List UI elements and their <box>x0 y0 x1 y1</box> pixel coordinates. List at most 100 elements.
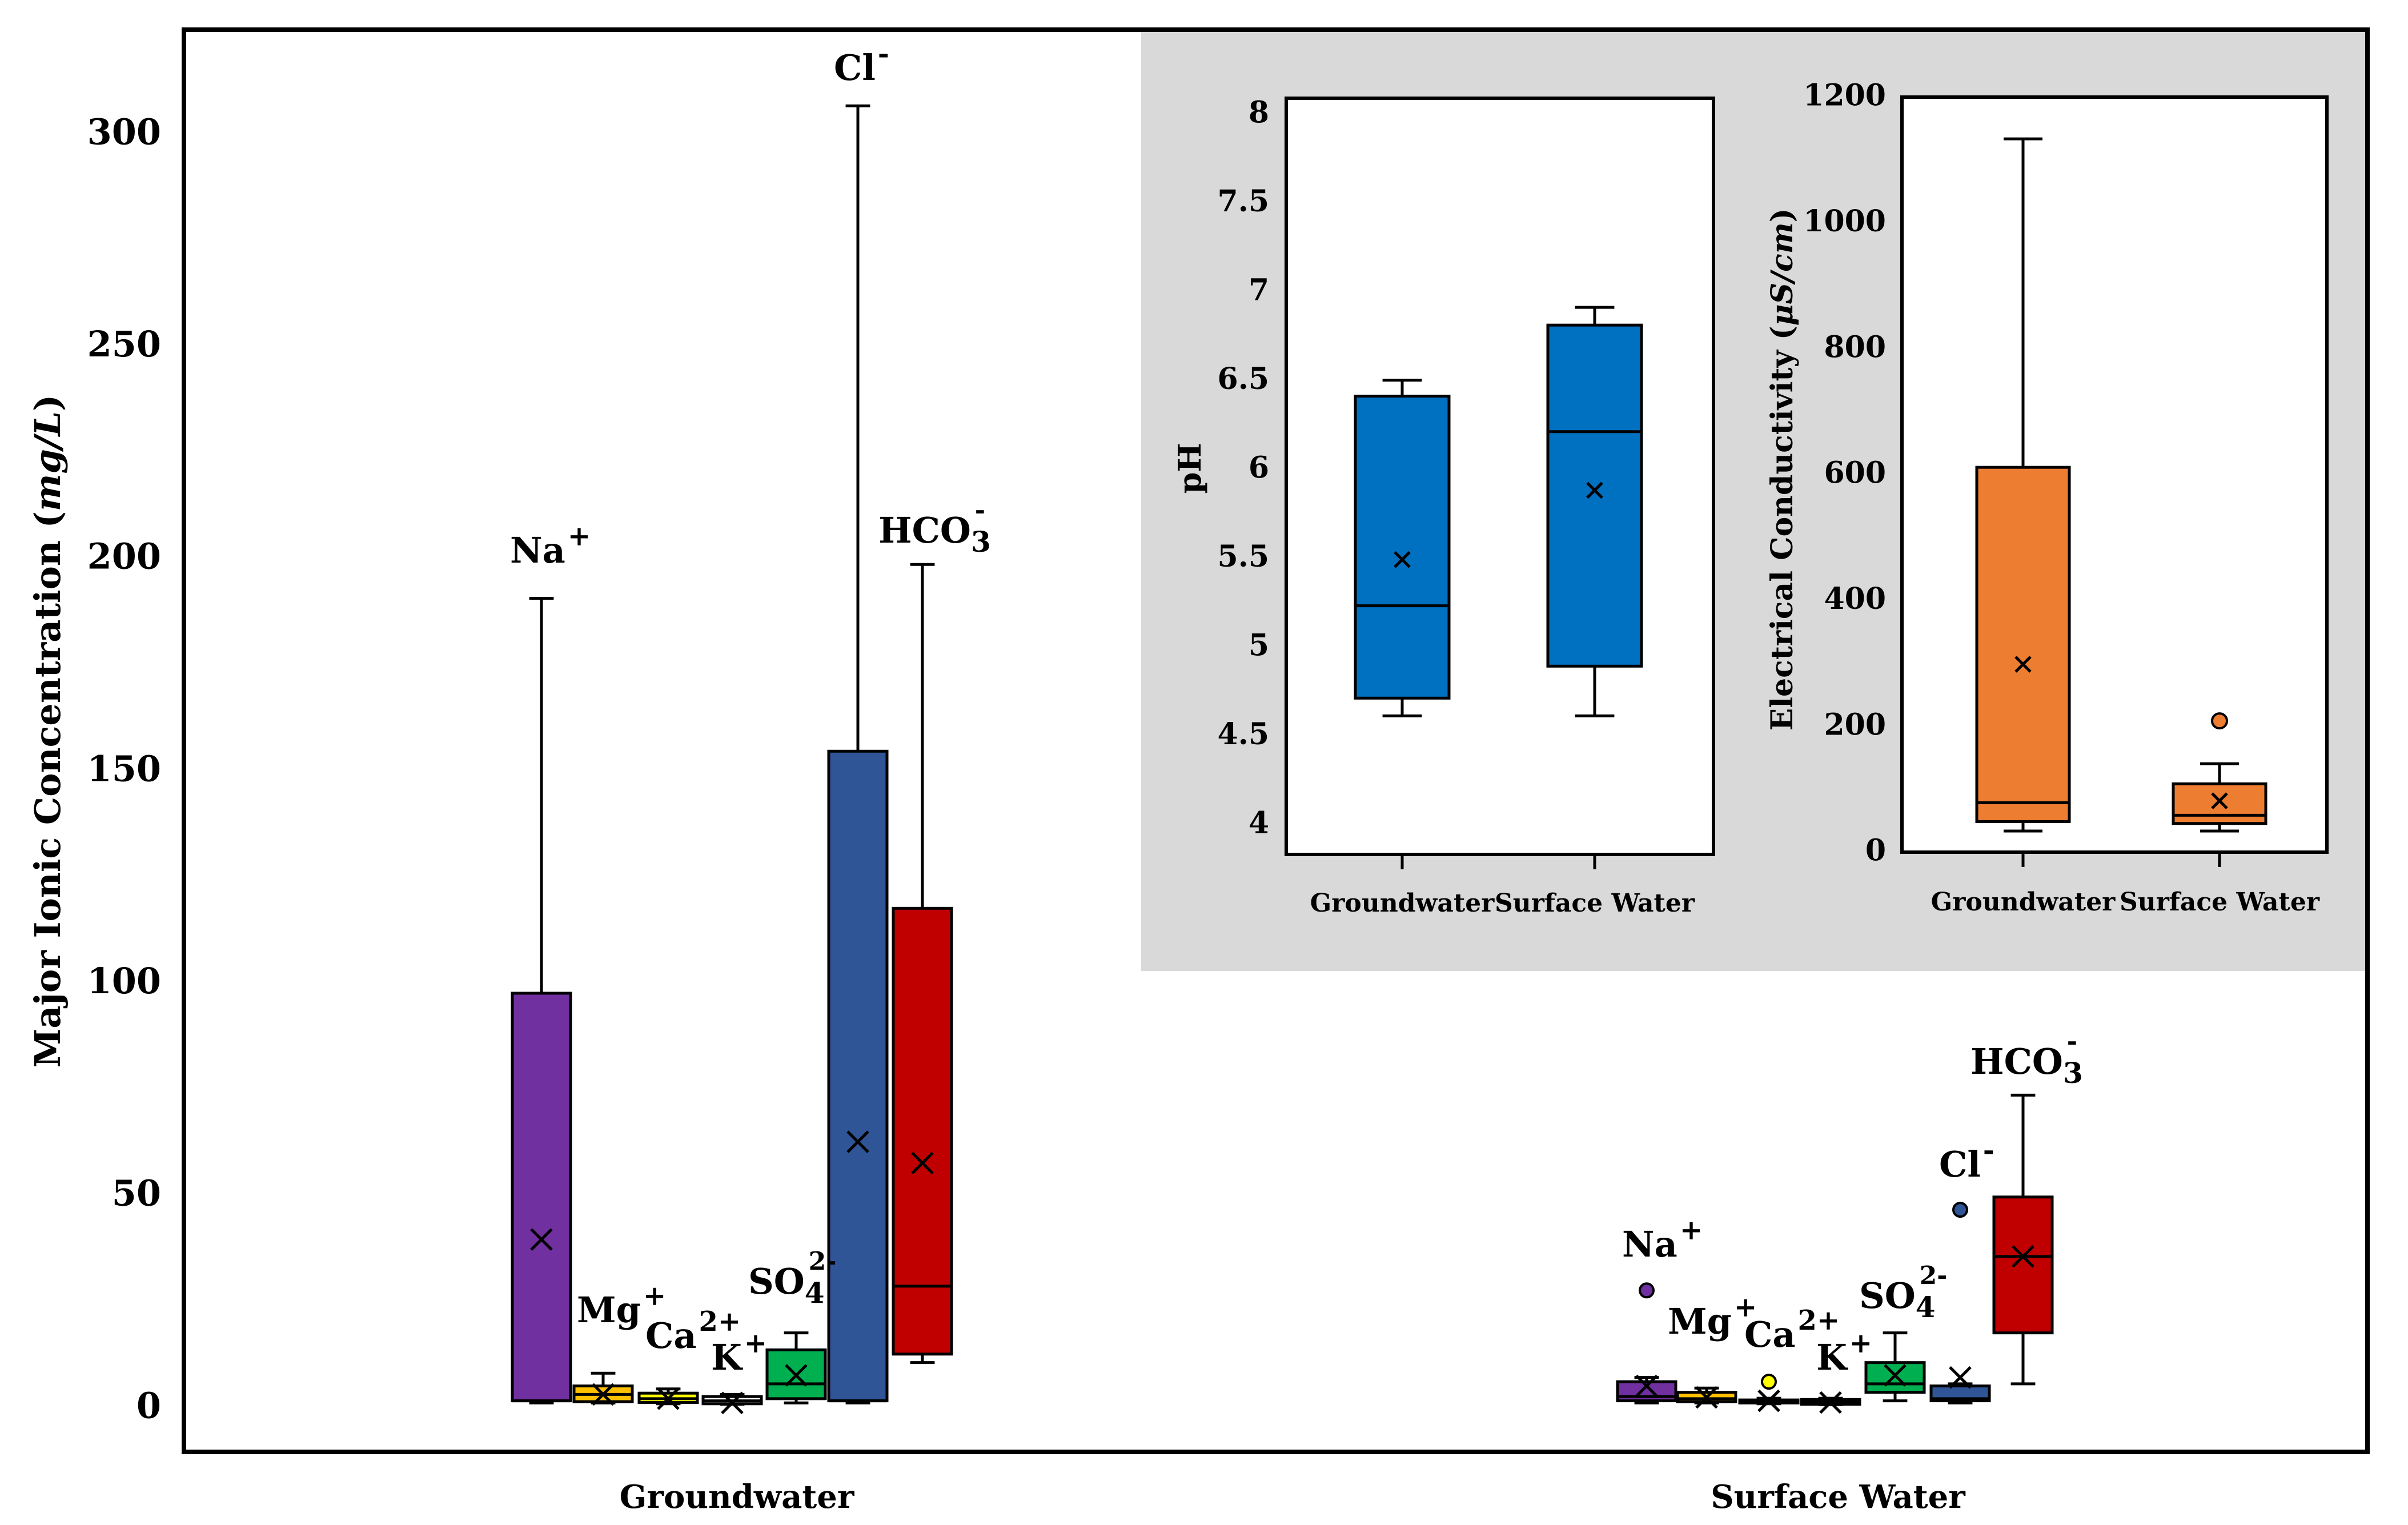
ec-y-axis-label: Electrical Conductivity (μS/cm) <box>1765 208 1800 731</box>
ion-label-base: Na <box>510 529 565 571</box>
ion-label-cl: Cl- <box>1939 1134 1994 1185</box>
ph-y-axis-label: pH <box>1171 443 1208 494</box>
ph-x-tick-label: Surface Water <box>1495 889 1695 918</box>
box-ca-1-mean-marker <box>1757 1389 1780 1412</box>
ion-label-cl: Cl- <box>834 38 889 89</box>
box-hco-0-mean-marker <box>911 1151 934 1175</box>
ion-label-charge: 2- <box>809 1247 837 1276</box>
ion-label-charge: + <box>1680 1214 1703 1246</box>
ion-label-subscript: 3 <box>971 525 991 559</box>
ion-label-ca: Ca2+ <box>1744 1305 1840 1355</box>
ph-y-tick-label: 6.5 <box>1218 362 1269 396</box>
ph-y-tick-label: 4 <box>1249 806 1269 841</box>
box-cl-1-mean-marker <box>1949 1366 1972 1389</box>
ion-labels: Na+Na+Mg+Mg+Ca2+ Ca2+K+ K+SO42-SO42-Cl-Cl-… <box>510 38 2083 1378</box>
group-label-groundwater: Groundwater <box>620 1478 855 1516</box>
main-y-axis-label: Major Ionic Concentration (mg/L) <box>27 395 69 1068</box>
ph-y-tick-label: 8 <box>1249 95 1269 130</box>
box-hco-0-box <box>892 906 953 1356</box>
ion-label-base: Cl <box>1939 1143 1981 1185</box>
box-k-1-mean-marker <box>1819 1391 1842 1414</box>
ion-label-charge: - <box>1983 1134 1994 1166</box>
ion-label-charge: 2+ <box>1798 1305 1840 1337</box>
main-y-axis: 0 50 100 150 200 250 300 <box>87 111 161 1426</box>
ion-label-base: Mg <box>1668 1301 1732 1342</box>
ph-y-tick-label: 6 <box>1249 451 1269 485</box>
box-ca-0-mean-marker <box>657 1387 680 1410</box>
ion-label-charge: - <box>2067 1027 2077 1056</box>
ion-label-charge: + <box>1734 1291 1757 1323</box>
ion-label-ca: Ca2+ <box>645 1306 741 1357</box>
ec-y-tick-label: 0 <box>1865 833 1886 868</box>
ion-label-base: Cl <box>834 47 876 89</box>
ion-label-base: K <box>711 1337 743 1378</box>
box-so-1-box <box>1864 1361 1926 1394</box>
ion-label-hco: HCO3- <box>878 496 991 559</box>
ph-box-0-box <box>1354 395 1451 700</box>
box-na-1-mean-marker <box>1635 1374 1658 1398</box>
ion-label-charge: + <box>643 1280 666 1312</box>
ph-y-tick-label: 7 <box>1249 273 1269 308</box>
ec-plot-frame <box>1900 95 2329 854</box>
box-hco-1-box <box>1992 1195 2054 1335</box>
ion-label-base: SO <box>1859 1275 1916 1317</box>
ion-label-charge: 2- <box>1920 1261 1948 1290</box>
box-so-0-mean-marker <box>785 1364 808 1387</box>
box-na-0-mean-marker <box>530 1228 553 1251</box>
ion-label-na: Na+ <box>1622 1214 1703 1265</box>
ec-ylabel-text: Electrical Conductivity <box>1765 349 1800 731</box>
ion-label-k: K+ <box>1816 1327 1872 1378</box>
ion-label-charge: + <box>568 520 591 552</box>
box-cl-1-outlier <box>1952 1202 1968 1218</box>
main-y-tick-label: 0 <box>137 1384 161 1426</box>
ion-label-subscript: 3 <box>2063 1056 2083 1090</box>
ion-label-base: HCO <box>878 509 971 551</box>
ph-box-0-mean-marker <box>1394 551 1411 568</box>
box-hco-1-mean-marker <box>2012 1245 2034 1268</box>
main-ylabel-text: Major Ionic Concentration <box>27 540 69 1068</box>
ec-y-axis: 0 200 400 600 800 1000 1200 <box>1803 78 1886 868</box>
main-y-tick-label: 250 <box>87 323 161 365</box>
ion-label-base: Ca <box>1744 1314 1796 1355</box>
ec-box-1-box <box>2172 782 2267 825</box>
ec-y-tick-label: 400 <box>1824 581 1886 616</box>
ph-y-tick-label: 7.5 <box>1218 184 1269 219</box>
ec-y-tick-label: 1200 <box>1803 78 1886 113</box>
ec-y-tick-label: 1000 <box>1803 204 1886 239</box>
ph-plot-frame <box>1285 97 1715 856</box>
box-k-0-mean-marker <box>721 1391 744 1415</box>
main-y-tick-label: 100 <box>87 960 161 1002</box>
box-cl-0-box <box>827 749 889 1403</box>
ion-label-base: Mg <box>577 1289 641 1331</box>
ion-label-subscript: 4 <box>805 1276 825 1310</box>
ion-label-so: SO42- <box>748 1247 836 1310</box>
box-mg-0-mean-marker <box>592 1383 615 1406</box>
ph-box-1-box <box>1546 323 1643 668</box>
ec-box-1-outlier <box>2211 712 2228 730</box>
box-cl-0-mean-marker <box>846 1130 869 1153</box>
ph-box-1-mean-marker <box>1586 481 1603 499</box>
ion-label-charge: - <box>975 496 985 525</box>
main-y-tick-label: 150 <box>87 748 161 789</box>
ion-label-k: K+ <box>711 1327 767 1378</box>
main-y-tick-label: 200 <box>87 536 161 577</box>
ion-label-na: Na+ <box>510 520 591 571</box>
ion-label-base: K <box>1816 1337 1848 1378</box>
group-label-surface-water: Surface Water <box>1711 1478 1966 1516</box>
main-boxes <box>511 104 2054 1415</box>
ph-boxes <box>1354 306 1643 717</box>
ion-label-so: SO42- <box>1859 1261 1947 1324</box>
ion-label-charge: - <box>878 38 889 70</box>
box-mg-1-mean-marker <box>1695 1386 1718 1409</box>
ion-label-mg: Mg+ <box>1668 1291 1757 1342</box>
ec-box-0-box <box>1975 465 2071 823</box>
ec-x-tick-label: Groundwater <box>1931 888 2116 917</box>
ion-label-base: Na <box>1622 1223 1677 1265</box>
ph-x-axis: Groundwater Surface Water <box>1310 854 1695 918</box>
ec-boxes <box>1975 137 2267 833</box>
ion-label-hco: HCO3- <box>1970 1027 2083 1090</box>
ec-x-tick-label: Surface Water <box>2120 888 2320 917</box>
ec-y-tick-label: 600 <box>1824 456 1886 491</box>
ph-y-tick-label: 5.5 <box>1218 539 1269 574</box>
